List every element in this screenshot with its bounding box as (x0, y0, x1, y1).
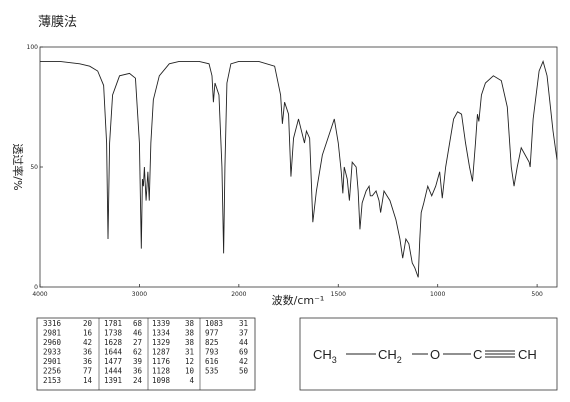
peak-transmittance: 36 (83, 348, 93, 357)
spectrum-line (40, 60, 558, 278)
peak-transmittance: 16 (83, 329, 93, 338)
peak-wavenumber: 1339 (152, 319, 170, 328)
peak-wavenumber: 3316 (43, 319, 62, 328)
y-tick-label: 0 (34, 284, 38, 291)
structure-group: CH (518, 347, 537, 362)
peak-transmittance: 24 (133, 376, 143, 385)
y-axis-label: 透过率/% (11, 143, 25, 190)
peak-wavenumber: 535 (205, 367, 219, 376)
peak-transmittance: 62 (133, 348, 142, 357)
x-tick-label: 4000 (32, 291, 47, 298)
peak-wavenumber: 793 (205, 348, 219, 357)
peak-wavenumber: 616 (205, 357, 219, 366)
atom-label: CH (518, 347, 537, 362)
peak-transmittance: 39 (133, 357, 142, 366)
peak-transmittance: 36 (133, 367, 143, 376)
peak-wavenumber: 977 (205, 329, 219, 338)
peak-transmittance: 46 (133, 329, 143, 338)
peak-wavenumber: 1128 (152, 367, 171, 376)
peak-transmittance: 69 (239, 348, 248, 357)
peak-wavenumber: 1781 (104, 319, 122, 328)
peak-transmittance: 77 (83, 367, 92, 376)
peak-wavenumber: 2153 (43, 376, 61, 385)
peak-wavenumber: 1477 (104, 357, 122, 366)
peak-transmittance: 42 (83, 338, 92, 347)
peak-transmittance: 38 (185, 338, 195, 347)
x-tick-label: 1000 (430, 291, 445, 298)
peak-table-frame (36, 317, 256, 391)
peak-wavenumber: 825 (205, 338, 219, 347)
y-tick-label: 100 (27, 44, 39, 51)
peak-wavenumber: 1098 (152, 376, 171, 385)
atom-label: O (430, 347, 440, 362)
peak-transmittance: 12 (185, 357, 194, 366)
atom-label: CH (378, 347, 397, 362)
peak-wavenumber: 1391 (104, 376, 122, 385)
x-tick-label: 1500 (331, 291, 346, 298)
bonds (346, 350, 515, 358)
peak-transmittance: 38 (185, 329, 195, 338)
peak-wavenumber: 1738 (104, 329, 123, 338)
peak-transmittance: 68 (133, 319, 143, 328)
peak-transmittance: 14 (83, 376, 93, 385)
peak-wavenumber: 1287 (152, 348, 170, 357)
peak-transmittance: 37 (239, 329, 248, 338)
peak-transmittance: 50 (239, 367, 249, 376)
peak-transmittance: 31 (185, 348, 194, 357)
peak-transmittance: 10 (185, 367, 195, 376)
peak-wavenumber: 1083 (205, 319, 223, 328)
peak-transmittance: 38 (185, 319, 195, 328)
atom-label: CH (313, 347, 332, 362)
peak-wavenumber: 1329 (152, 338, 170, 347)
peak-transmittance: 36 (83, 357, 93, 366)
atom-label: C (473, 347, 482, 362)
structure-group: C (473, 347, 482, 362)
chart-title: 薄膜法 (38, 15, 77, 30)
peak-transmittance: 42 (239, 357, 248, 366)
structure-group: O (430, 347, 440, 362)
plot-frame (39, 46, 558, 288)
structure-frame (299, 317, 558, 391)
peak-wavenumber: 1444 (104, 367, 123, 376)
x-tick-label: 500 (531, 291, 543, 298)
peak-transmittance: 20 (83, 319, 93, 328)
structure-group: CH3 (313, 347, 337, 365)
peak-wavenumber: 1334 (152, 329, 171, 338)
y-tick-label: 50 (30, 164, 38, 171)
peak-wavenumber: 2960 (43, 338, 62, 347)
x-tick-label: 3000 (132, 291, 147, 298)
peak-wavenumber: 1644 (104, 348, 123, 357)
peak-transmittance: 31 (239, 319, 248, 328)
x-tick-label: 2000 (231, 291, 246, 298)
peak-wavenumber: 2981 (43, 329, 61, 338)
peak-wavenumber: 2256 (43, 367, 62, 376)
peak-transmittance: 44 (239, 338, 249, 347)
peak-transmittance: 27 (133, 338, 142, 347)
structure-group: CH2 (378, 347, 402, 365)
peak-wavenumber: 2901 (43, 357, 61, 366)
peak-wavenumber: 1628 (104, 338, 123, 347)
peak-wavenumber: 2933 (43, 348, 61, 357)
peak-transmittance: 4 (189, 376, 194, 385)
x-axis-label: 波数/cm⁻¹ (272, 294, 325, 307)
subscript: 2 (397, 355, 402, 365)
subscript: 3 (332, 355, 337, 365)
peak-wavenumber: 1176 (152, 357, 171, 366)
